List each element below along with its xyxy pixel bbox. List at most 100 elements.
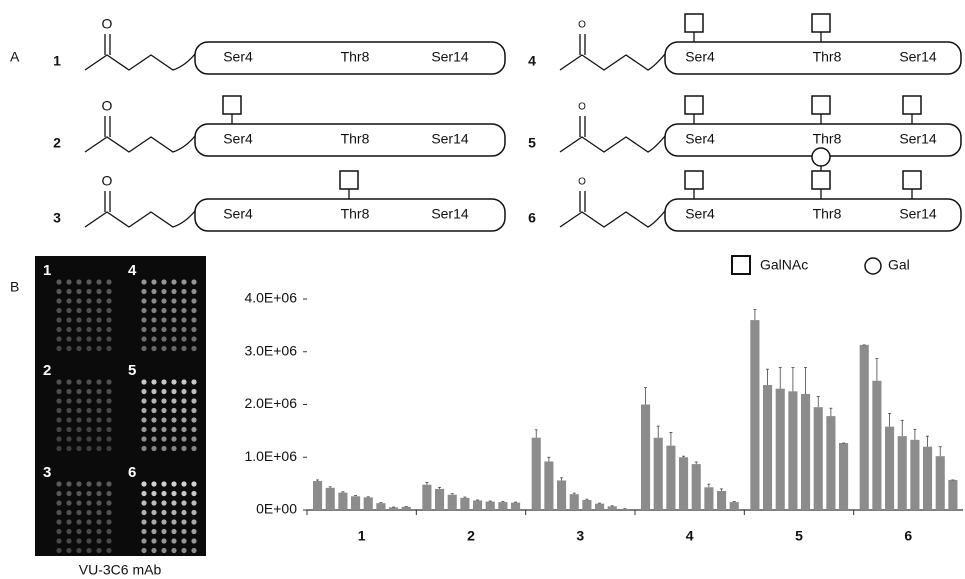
image-label: 5 [128,362,136,379]
well [96,491,101,496]
residue-label: Ser4 [223,131,253,147]
bar [750,320,759,510]
bar [898,436,907,510]
residue-label: Ser14 [899,49,937,65]
well [161,500,166,505]
well [161,417,166,422]
well [161,389,166,394]
well [191,346,196,351]
well [56,389,61,394]
chain-bond [560,211,665,227]
well [151,398,156,403]
chain-bond [560,54,665,70]
bar [364,497,373,510]
y-tick-label: 0E+00 [256,501,297,517]
well [96,389,101,394]
well [161,289,166,294]
residue-label: Ser4 [685,49,715,65]
well [96,379,101,384]
galnac [812,171,830,189]
well [86,436,91,441]
well [96,538,101,543]
well [56,379,61,384]
well [96,298,101,303]
compound-number: 5 [528,135,536,151]
y-tick-label: 1.0E+06 [244,448,297,464]
well [151,500,156,505]
well [161,379,166,384]
well [191,408,196,413]
well [151,519,156,524]
well [106,519,111,524]
well [151,491,156,496]
well [76,279,81,284]
well [96,436,101,441]
legend-label: Gal [888,257,910,273]
well [171,317,176,322]
compound-number: 1 [53,53,61,69]
bar [776,389,785,510]
bar [402,507,411,510]
well [181,417,186,422]
chain-bond [85,54,195,70]
well [181,336,186,341]
well [86,336,91,341]
well [76,346,81,351]
well [191,389,196,394]
well [151,279,156,284]
well [76,317,81,322]
well [161,327,166,332]
well [66,446,71,451]
chain-bond [85,136,195,152]
residue-label: Ser14 [899,131,937,147]
well [171,436,176,441]
oxygen-atom: O [102,173,113,189]
well [66,519,71,524]
well [106,327,111,332]
well [151,346,156,351]
well [171,529,176,534]
well [141,481,146,486]
well [191,327,196,332]
well [181,289,186,294]
well [56,548,61,553]
well [56,408,61,413]
bar [473,501,482,510]
well [76,408,81,413]
well [191,500,196,505]
bar [570,494,579,510]
well [76,529,81,534]
well [76,327,81,332]
well [106,548,111,553]
y-tick-label: 3.0E+06 [244,342,297,358]
well [181,446,186,451]
well [151,379,156,384]
well [106,289,111,294]
well [66,327,71,332]
well [56,327,61,332]
well [171,519,176,524]
well [56,417,61,422]
well [66,529,71,534]
well [86,500,91,505]
well [66,317,71,322]
bar [872,381,881,510]
bar [544,461,553,510]
well [96,519,101,524]
well [151,289,156,294]
well [86,446,91,451]
residue-label: Ser14 [431,131,469,147]
well [76,548,81,553]
well [86,481,91,486]
oxygen-atom: O [578,20,586,31]
well [106,538,111,543]
bar [654,438,663,510]
well [56,510,61,515]
well [56,279,61,284]
galnac [812,14,830,32]
x-tick-label: 4 [686,528,694,544]
well [181,491,186,496]
oxygen-atom: O [578,102,586,113]
well [151,308,156,313]
well [106,389,111,394]
